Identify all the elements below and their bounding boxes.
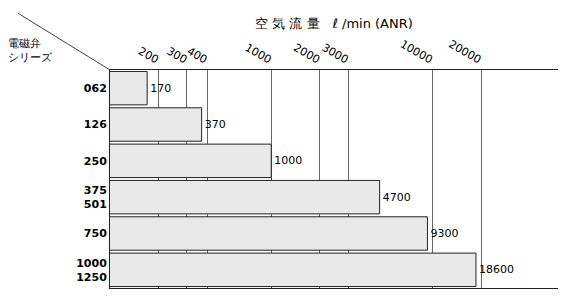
svg-text:370: 370 <box>205 118 226 131</box>
svg-text:250: 250 <box>84 155 107 168</box>
svg-text:750: 750 <box>84 227 107 240</box>
svg-text:062: 062 <box>84 82 107 95</box>
svg-text:126: 126 <box>84 118 107 131</box>
svg-text:3000: 3000 <box>320 41 351 66</box>
svg-text:200: 200 <box>136 45 161 67</box>
svg-text:10000: 10000 <box>398 38 435 67</box>
svg-text:電磁弁シリーズ: 電磁弁シリーズ <box>8 37 53 64</box>
svg-text:1000: 1000 <box>274 154 302 167</box>
svg-text:1000: 1000 <box>243 41 274 66</box>
svg-text:10001250: 10001250 <box>76 257 107 284</box>
svg-text:170: 170 <box>150 82 171 95</box>
svg-text:2000: 2000 <box>291 41 322 66</box>
svg-text:375501: 375501 <box>84 184 107 211</box>
svg-text:4700: 4700 <box>383 191 411 204</box>
svg-text:空 気 流 量 ℓ /min (ANR): 空 気 流 量 ℓ /min (ANR) <box>255 16 413 31</box>
svg-text:9300: 9300 <box>430 227 458 240</box>
svg-text:20000: 20000 <box>446 38 483 67</box>
svg-text:300: 300 <box>165 45 190 67</box>
svg-text:400: 400 <box>185 45 210 67</box>
svg-text:18600: 18600 <box>479 263 514 276</box>
